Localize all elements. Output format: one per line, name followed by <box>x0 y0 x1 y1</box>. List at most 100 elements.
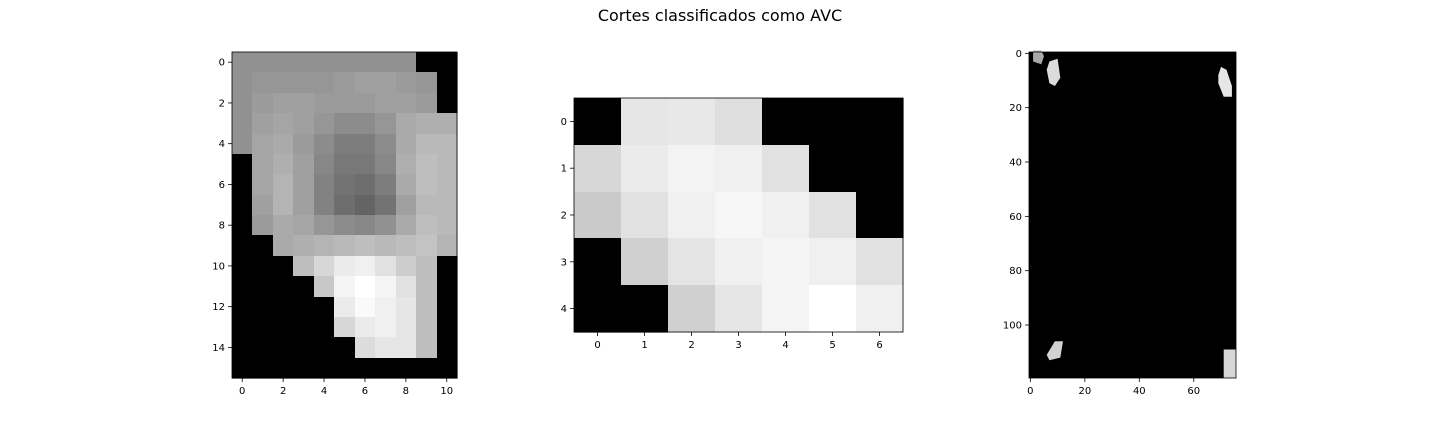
heatmap-cell <box>416 317 438 338</box>
heatmap-cell <box>375 134 397 155</box>
heatmap-cell <box>334 195 356 216</box>
heatmap-cell <box>232 297 253 318</box>
heatmap-cell <box>273 297 294 318</box>
heatmap-cell <box>856 192 904 239</box>
heatmap-cell <box>252 134 274 155</box>
heatmap-cell <box>314 195 335 216</box>
heatmap-cell <box>396 256 417 277</box>
heatmap-cell <box>252 52 274 73</box>
heatmap-cell <box>334 358 356 379</box>
heatmap-cell <box>416 358 438 379</box>
heatmap-cell <box>252 256 274 277</box>
bright-region <box>1223 349 1236 378</box>
heatmap-cell <box>762 98 810 146</box>
heatmap-cell <box>252 276 274 298</box>
heatmap-cell <box>715 238 763 286</box>
x-tick-label: 4 <box>321 386 327 397</box>
x-tick-label: 20 <box>1078 386 1091 397</box>
heatmap-cell <box>437 174 458 196</box>
heatmap-cell <box>416 72 438 94</box>
heatmap-cell <box>293 52 315 73</box>
heatmap-cell <box>375 113 397 135</box>
heatmap-cell <box>375 358 397 379</box>
heatmap-cell <box>334 52 356 73</box>
heatmap-cell <box>273 93 294 114</box>
heatmap-cell <box>375 93 397 114</box>
heatmap-cell <box>273 72 294 94</box>
heatmap-cell <box>355 154 376 175</box>
x-tick-label: 0 <box>1027 386 1033 397</box>
y-tick-label: 60 <box>1009 212 1022 223</box>
heatmap-cell <box>232 174 253 196</box>
heatmap-cell <box>355 358 376 379</box>
heatmap-cell <box>314 52 335 73</box>
heatmap-cell <box>437 337 458 359</box>
heatmap-cell <box>293 276 315 298</box>
heatmap-cell <box>334 256 356 277</box>
heatmap-cell <box>355 215 376 236</box>
heatmap-cell <box>375 337 397 359</box>
heatmap-cell <box>273 154 294 175</box>
heatmap-cell <box>232 113 253 135</box>
heatmap-cell <box>314 113 335 135</box>
heatmap-cell <box>437 256 458 277</box>
heatmap-cell <box>232 358 253 379</box>
heatmap-cell <box>355 52 376 73</box>
heatmap-cell <box>396 195 417 216</box>
heatmap-cell <box>252 174 274 196</box>
x-tick-label: 2 <box>280 386 286 397</box>
heatmap-cell <box>375 235 397 257</box>
y-tick-label: 0 <box>219 58 225 69</box>
heatmap-cell <box>232 195 253 216</box>
heatmap-cell <box>355 337 376 359</box>
heatmap-cell <box>375 256 397 277</box>
heatmap-cell <box>293 72 315 94</box>
y-tick-label: 8 <box>219 221 225 232</box>
heatmap-cell <box>396 235 417 257</box>
y-tick-label: 100 <box>1003 321 1022 332</box>
heatmap-cell <box>715 145 763 193</box>
heatmap-cell <box>314 337 335 359</box>
heatmap-cell <box>668 98 716 146</box>
heatmap-cell <box>416 154 438 175</box>
heatmap-cell <box>232 235 253 257</box>
bright-region <box>1046 58 1061 86</box>
heatmap-cell <box>314 134 335 155</box>
heatmap-cell <box>809 98 857 146</box>
heatmap-cell <box>396 113 417 135</box>
heatmap-cell <box>293 195 315 216</box>
heatmap-cell <box>355 93 376 114</box>
bright-region <box>1218 66 1232 97</box>
heatmap-cell <box>252 317 274 338</box>
heatmap-cell <box>334 154 356 175</box>
heatmap-cell <box>293 358 315 379</box>
heatmap-cell <box>574 145 622 193</box>
heatmap-cell <box>273 256 294 277</box>
heatmap-cell <box>314 93 335 114</box>
heatmap-cell <box>375 72 397 94</box>
heatmap-cell <box>355 235 376 257</box>
heatmap-cell <box>314 256 335 277</box>
heatmap-cell <box>668 192 716 239</box>
heatmap-cell <box>273 195 294 216</box>
heatmap-cell <box>762 192 810 239</box>
heatmap-cell <box>293 235 315 257</box>
heatmap-cell <box>375 174 397 196</box>
y-tick-label: 20 <box>1009 103 1022 114</box>
heatmap-cell <box>396 154 417 175</box>
heatmap-cell <box>574 98 622 146</box>
heatmap-cell <box>273 134 294 155</box>
heatmap-panel-left: 0 2 4 6 8 10 0 2 4 6 8 10 12 14 <box>212 51 458 397</box>
heatmap-cell <box>715 192 763 239</box>
heatmap-cell <box>314 72 335 94</box>
heatmap-cell <box>715 98 763 146</box>
heatmap-cell <box>396 337 417 359</box>
heatmap-cell <box>437 195 458 216</box>
heatmap-cell <box>856 238 904 286</box>
axes-frame <box>1028 51 1237 379</box>
heatmap-cell <box>232 134 253 155</box>
heatmap-cell <box>355 134 376 155</box>
heatmap-cell <box>334 93 356 114</box>
heatmap-cell <box>416 113 438 135</box>
